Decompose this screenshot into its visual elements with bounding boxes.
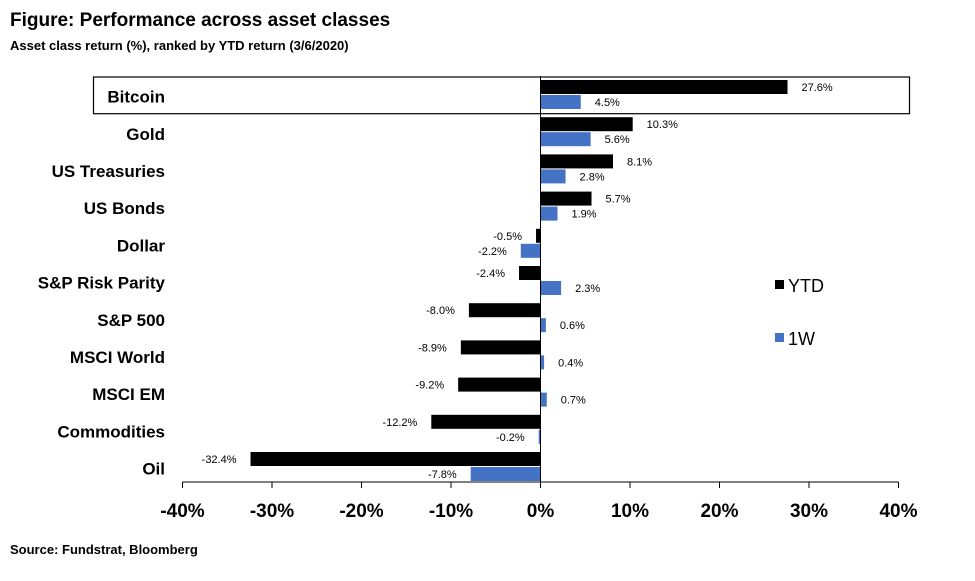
x-tick-label: 40%	[879, 501, 917, 522]
bar-1w-sandp-500	[540, 318, 546, 333]
source-note: Source: Fundstrat, Bloomberg	[10, 542, 198, 557]
bar-1w-msci-em	[540, 392, 547, 407]
chart-title: Figure: Performance across asset classes	[10, 10, 391, 31]
legend-1w-swatch	[775, 333, 784, 342]
category-label-sandp-risk-parity: S&P Risk Parity	[38, 274, 166, 293]
data-label-ytd-msci-world: -8.9%	[418, 342, 447, 354]
bar-ytd-us-treasuries	[540, 154, 613, 169]
bar-ytd-us-bonds	[540, 191, 592, 206]
bar-1w-us-treasuries	[540, 169, 566, 184]
bar-ytd-oil	[250, 452, 541, 466]
x-tick-label: 30%	[790, 501, 828, 522]
chart-subtitle: Asset class return (%), ranked by YTD re…	[10, 38, 349, 53]
data-label-1w-bitcoin: 4.5%	[595, 97, 620, 109]
data-label-1w-msci-em: 0.7%	[561, 395, 586, 407]
category-label-us-bonds: US Bonds	[84, 199, 165, 218]
category-label-oil: Oil	[142, 460, 165, 479]
data-label-ytd-commodities: -12.2%	[382, 417, 417, 429]
bar-1w-bitcoin	[540, 95, 581, 109]
bar-ytd-gold	[540, 117, 633, 132]
bar-1w-dollar	[520, 243, 541, 258]
bar-ytd-msci-em	[458, 377, 541, 392]
data-label-ytd-dollar: -0.5%	[493, 231, 522, 243]
bar-ytd-dollar	[536, 228, 541, 243]
bar-1w-commodities	[538, 429, 541, 444]
bar-1w-gold	[540, 132, 591, 147]
data-label-ytd-us-bonds: 5.7%	[606, 194, 631, 206]
bar-1w-oil	[470, 467, 541, 481]
data-label-ytd-us-treasuries: 8.1%	[627, 156, 652, 168]
data-label-1w-msci-world: 0.4%	[558, 357, 583, 369]
x-tick-label: 0%	[527, 501, 555, 522]
legend-1w-label: 1W	[788, 329, 815, 349]
bar-1w-msci-world	[540, 355, 545, 370]
data-label-1w-commodities: -0.2%	[496, 432, 525, 444]
bar-ytd-bitcoin	[540, 80, 788, 94]
category-label-commodities: Commodities	[57, 422, 165, 441]
data-label-1w-gold: 5.6%	[605, 134, 630, 146]
category-label-sandp-500: S&P 500	[97, 311, 165, 330]
legend-ytd-swatch	[775, 280, 784, 289]
x-tick-label: 20%	[700, 501, 738, 522]
category-label-us-treasuries: US Treasuries	[52, 162, 165, 181]
x-tick-label: -30%	[250, 501, 294, 522]
data-label-1w-us-bonds: 1.9%	[572, 209, 597, 221]
data-label-ytd-sandp-500: -8.0%	[426, 305, 455, 317]
bar-ytd-sandp-risk-parity	[519, 266, 541, 280]
data-label-1w-oil: -7.8%	[428, 469, 457, 481]
x-tick-label: -20%	[339, 501, 383, 522]
data-label-ytd-bitcoin: 27.6%	[802, 82, 833, 94]
x-tick-label: 10%	[611, 501, 649, 522]
data-label-1w-us-treasuries: 2.8%	[580, 171, 605, 183]
category-label-msci-em: MSCI EM	[92, 385, 165, 404]
category-label-bitcoin: Bitcoin	[107, 88, 165, 107]
bar-1w-us-bonds	[540, 206, 558, 221]
x-tick-label: -40%	[160, 501, 204, 522]
category-label-msci-world: MSCI World	[70, 348, 165, 367]
x-tick-label: -10%	[429, 501, 473, 522]
bar-ytd-commodities	[431, 414, 541, 429]
bar-1w-sandp-risk-parity	[540, 281, 562, 295]
data-label-ytd-sandp-risk-parity: -2.4%	[476, 268, 505, 280]
data-label-ytd-msci-em: -9.2%	[415, 380, 444, 392]
bar-ytd-sandp-500	[468, 303, 541, 318]
category-label-gold: Gold	[126, 125, 165, 144]
legend-ytd-label: YTD	[788, 276, 824, 296]
category-label-dollar: Dollar	[117, 236, 166, 255]
highlight-box	[92, 76, 911, 115]
data-label-1w-sandp-500: 0.6%	[560, 320, 585, 332]
bar-ytd-msci-world	[460, 340, 541, 355]
data-label-ytd-oil: -32.4%	[202, 454, 237, 466]
data-label-1w-sandp-risk-parity: 2.3%	[575, 283, 600, 295]
data-label-ytd-gold: 10.3%	[647, 119, 678, 131]
data-label-1w-dollar: -2.2%	[478, 246, 507, 258]
